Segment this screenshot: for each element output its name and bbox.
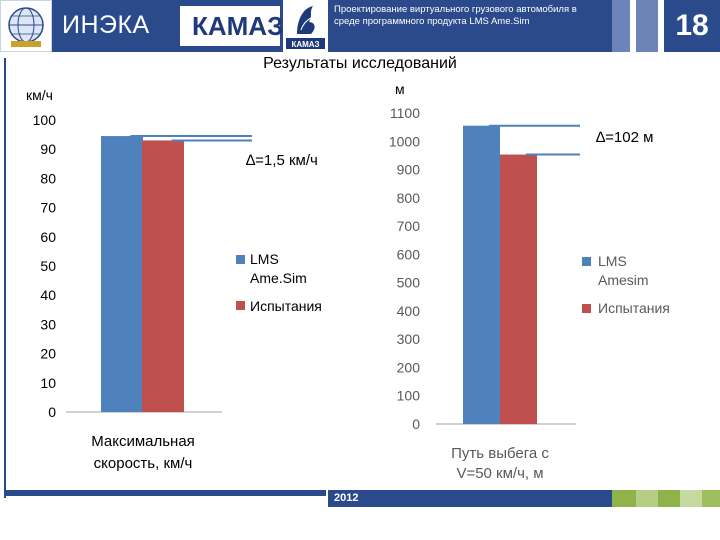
horse-icon: КАМАЗ [286,6,325,49]
left-accent-line [4,58,6,498]
y-tick-label: 600 [397,246,421,262]
footer-bar [6,490,326,496]
y-tick-label: 30 [40,316,56,332]
legend-test: Испытания [250,298,322,314]
brand-name: КАМАЗ [192,11,284,41]
slide-header: ИНЭКА КАМАЗ КАМАЗ Проектирование виртуал… [0,0,720,54]
legend-swatch-test [582,304,591,313]
footer-year: 2012 [334,492,359,504]
legend-swatch-lms [236,255,245,264]
footer-square-4 [680,490,702,507]
distance-category-label-2: V=50 км/ч, м [456,465,543,482]
y-tick-label: 700 [397,218,421,234]
legend-lms-line2: Amesim [598,272,649,288]
bar-test [142,140,184,412]
ineka-logo [0,0,52,52]
header-gap-2 [658,0,664,52]
y-tick-label: 1000 [389,133,420,149]
globe-icon [8,7,44,47]
footer-square-5 [702,490,720,507]
y-tick-label: 100 [33,112,57,128]
y-tick-label: 90 [40,141,56,157]
y-tick-label: 900 [397,162,421,178]
presentation-title: Проектирование виртуального грузового ав… [334,4,577,27]
y-tick-label: 20 [40,346,56,362]
distance-delta-annotation: ∆=102 м [596,129,653,146]
header-gap-1 [630,0,636,52]
speed-category-label-2: скорость, км/ч [94,455,193,472]
speed-chart: км/ч 0 10 20 30 40 50 60 70 80 90 100 ∆=1,5 км/ч L… [26,87,322,472]
footer-square-1 [612,490,636,507]
distance-chart: м 0 100 200 300 400 500 600 700 800 900 1000 1100 ∆… [389,81,670,482]
y-tick-label: 10 [40,375,56,391]
bar-lms [463,125,500,425]
y-tick-label: 50 [40,258,56,274]
legend-swatch-test [236,301,245,310]
legend-lms-line1: LMS [598,253,627,269]
footer-year-band [328,490,612,507]
y-tick-label: 300 [397,331,421,347]
header-square-1 [612,0,630,52]
y-tick-label: 400 [397,303,421,319]
footer-square-3 [658,490,680,507]
speed-category-label-1: Максимальная [91,433,195,450]
slide-title: Результаты исследований [263,55,457,72]
legend-test: Испытания [598,300,670,316]
y-tick-label: 1100 [390,105,420,121]
y-tick-label: 80 [40,170,56,186]
legend-lms-line2: Ame.Sim [250,270,307,286]
logo-small-text: КАМАЗ [291,40,319,49]
kamaz-logo: КАМАЗ [283,0,328,52]
y-tick-label: 200 [397,359,421,375]
y-tick-label: 0 [412,416,420,432]
y-tick-label: 800 [397,190,421,206]
y-tick-label: 500 [397,275,421,291]
footer-square-2 [636,490,658,507]
legend-lms-line1: LMS [250,251,279,267]
y-tick-label: 0 [48,404,56,420]
speed-chart-ylabel: км/ч [26,87,53,103]
distance-chart-ylabel: м [395,81,405,97]
title-band [328,0,612,52]
y-tick-label: 40 [40,287,56,303]
slide-footer: 2012 [0,490,720,540]
distance-category-label-1: Путь выбега с [451,445,549,462]
y-tick-label: 70 [40,200,56,216]
y-tick-label: 60 [40,229,56,245]
brand-box [180,6,280,46]
speed-delta-annotation: ∆=1,5 км/ч [246,152,318,169]
org-name: ИНЭКА [62,11,150,39]
bar-lms [101,136,143,412]
y-tick-label: 100 [397,388,421,404]
slide-number: 18 [664,0,720,52]
bar-test [500,154,537,424]
legend-swatch-lms [582,257,591,266]
header-square-2 [636,0,658,52]
